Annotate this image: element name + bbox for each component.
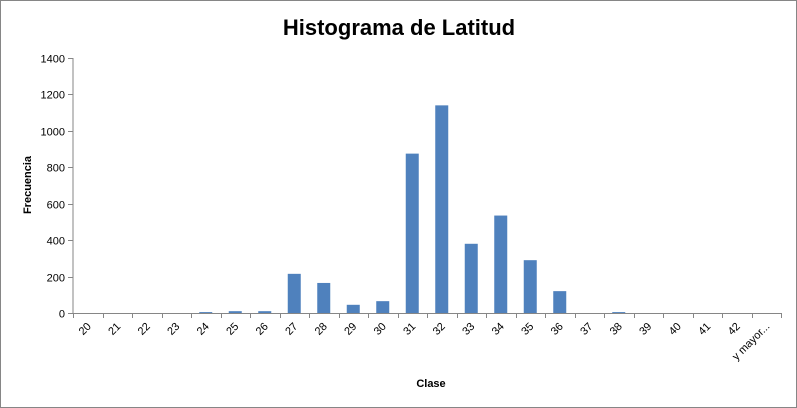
- x-tick-label: 31: [401, 321, 418, 338]
- x-tick-label: 26: [254, 321, 271, 338]
- plot-area: 0 200 400 600 800 1000 1200 1400 20 21 22 23 24 25 26 2…: [41, 54, 782, 363]
- histogram-bar: [317, 282, 331, 313]
- histogram-bar: [464, 243, 478, 313]
- x-tick-label: 36: [549, 321, 566, 338]
- x-tick-label: 35: [519, 321, 536, 338]
- histogram-bar: [258, 311, 272, 313]
- x-axis-title: Clase: [416, 378, 445, 390]
- histogram-bar: [494, 215, 508, 313]
- histogram-bar: [435, 105, 449, 313]
- x-tick-label: 30: [372, 321, 389, 338]
- x-tick-label: 32: [431, 321, 448, 338]
- histogram-bar: [287, 273, 301, 313]
- y-tick-label: 1200: [41, 90, 65, 102]
- histogram-bar: [612, 312, 626, 313]
- chart-title: Histograma de Latitud: [283, 15, 515, 40]
- histogram-bar: [228, 311, 242, 313]
- x-tick-label: 25: [224, 321, 241, 338]
- histogram-bar: [376, 301, 390, 313]
- x-tick-label: 34: [490, 321, 507, 338]
- x-tick-label: 39: [637, 321, 654, 338]
- y-tick-label: 200: [47, 273, 65, 285]
- histogram-bar: [346, 304, 360, 313]
- x-tick-label: 23: [165, 321, 182, 338]
- x-tick-label: 41: [696, 321, 713, 338]
- histogram-bar: [523, 260, 537, 313]
- x-tick-label: 37: [578, 321, 595, 338]
- y-tick-label: 600: [47, 200, 65, 212]
- y-tick-label: 0: [59, 309, 65, 321]
- x-tick-label: 20: [77, 321, 94, 338]
- histogram-bar: [405, 153, 419, 313]
- x-tick-label: 29: [342, 321, 359, 338]
- x-tick-label: 28: [313, 321, 330, 338]
- y-tick-label: 400: [47, 236, 65, 248]
- y-axis-title: Frecuencia: [22, 155, 34, 214]
- y-tick-label: 800: [47, 163, 65, 175]
- histogram-bar: [553, 291, 567, 313]
- x-tick-label: 38: [608, 321, 625, 338]
- x-tick-label: 24: [195, 321, 212, 338]
- y-tick-label: 1000: [41, 127, 65, 139]
- x-tick-label: 40: [667, 321, 684, 338]
- x-tick-label: 33: [460, 321, 477, 338]
- y-tick-label: 1400: [41, 54, 65, 66]
- x-tick-label: 22: [136, 321, 153, 338]
- x-tick-label: 21: [106, 321, 123, 338]
- histogram-bar: [199, 312, 213, 313]
- x-tick-label: 42: [726, 321, 743, 338]
- x-tick-label: 27: [283, 321, 300, 338]
